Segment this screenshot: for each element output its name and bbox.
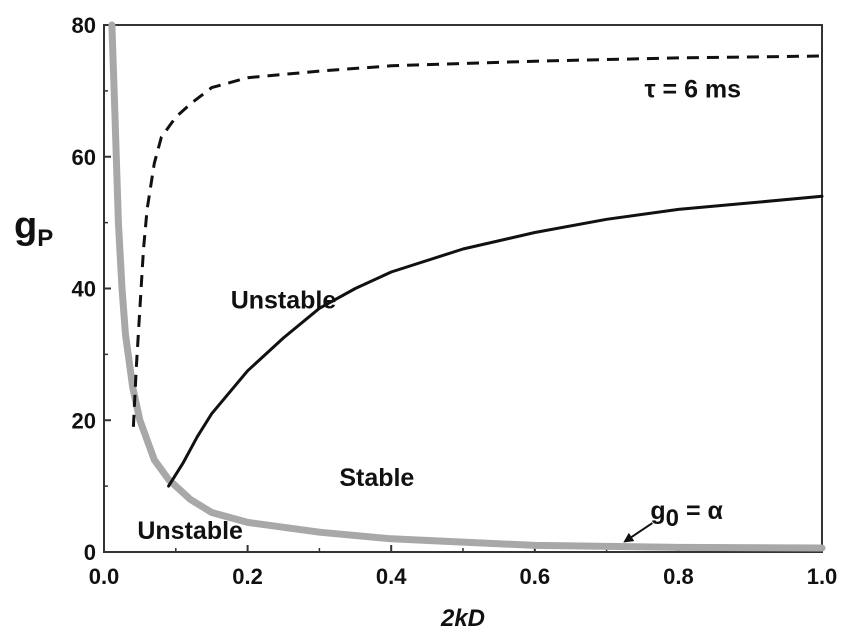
y-axis-ticks: 0 20 40 60 80 bbox=[72, 13, 111, 565]
annotation-label: Unstable bbox=[231, 286, 337, 314]
y-axis-label-subscript: P bbox=[37, 225, 53, 252]
y-tick-label: 40 bbox=[72, 277, 96, 302]
annotation-label: τ = 6 ms bbox=[644, 75, 741, 103]
annotation-label: Stable bbox=[339, 464, 414, 492]
y-tick-label: 20 bbox=[72, 408, 96, 433]
x-axis-label: 2kD bbox=[440, 605, 485, 632]
g0-base: g bbox=[650, 497, 665, 525]
y-tick-label: 80 bbox=[72, 13, 96, 38]
dashed-curve bbox=[131, 54, 823, 427]
y-axis-label-base: g bbox=[14, 205, 37, 247]
gray-curve bbox=[108, 21, 826, 552]
series-layer bbox=[108, 21, 826, 552]
g0-subscript: 0 bbox=[666, 505, 679, 532]
g0-suffix: = α bbox=[679, 497, 723, 525]
x-tick-label: 0.4 bbox=[376, 564, 407, 589]
x-tick-label: 0.6 bbox=[520, 564, 551, 589]
solid-curve bbox=[167, 194, 824, 488]
g0-alpha-label: g0 = α bbox=[650, 497, 723, 532]
x-tick-label: 0.2 bbox=[232, 564, 263, 589]
x-tick-label: 0.0 bbox=[89, 564, 120, 589]
y-tick-label: 0 bbox=[84, 540, 96, 565]
g0-arrow bbox=[623, 522, 653, 543]
plot-frame bbox=[103, 24, 823, 553]
y-tick-label: 60 bbox=[72, 145, 96, 170]
x-tick-label: 0.8 bbox=[663, 564, 694, 589]
g0-alpha-annotation: g0 = α bbox=[623, 497, 724, 543]
annotations: τ = 6 ms Unstable Stable Unstable bbox=[137, 75, 741, 544]
y-axis-label: gP bbox=[14, 205, 53, 252]
annotation-label: Unstable bbox=[137, 517, 243, 545]
x-tick-label: 1.0 bbox=[807, 564, 838, 589]
